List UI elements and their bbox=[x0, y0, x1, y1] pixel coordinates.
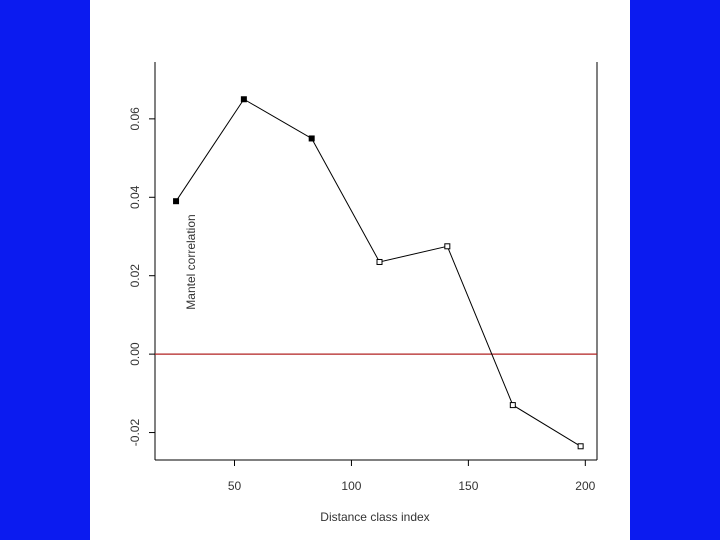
significant-point bbox=[240, 96, 247, 103]
y-tick-label: -0.02 bbox=[128, 419, 142, 447]
y-tick-label: 0.06 bbox=[128, 107, 142, 131]
x-tick-label: 150 bbox=[458, 479, 478, 493]
y-tick-label: 0.00 bbox=[128, 342, 142, 366]
non-significant-point bbox=[577, 443, 584, 450]
significant-point bbox=[173, 198, 180, 205]
y-tick-label: 0.02 bbox=[128, 264, 142, 288]
x-tick-label: 100 bbox=[341, 479, 361, 493]
non-significant-point bbox=[509, 402, 516, 409]
chart-panel: 50 100 150 200 -0.02 0.00 0.02 0.04 0.06 Distanc… bbox=[90, 0, 630, 540]
series-line bbox=[175, 98, 581, 447]
tick-labels-group: 50 100 150 200 -0.02 0.00 0.02 0.04 0.06 bbox=[128, 107, 596, 493]
x-tick-label: 50 bbox=[228, 479, 242, 493]
axes bbox=[149, 62, 598, 466]
x-axis-title: Distance class index bbox=[320, 510, 429, 524]
x-tick-label: 200 bbox=[575, 479, 595, 493]
non-significant-point bbox=[376, 258, 383, 265]
significant-point bbox=[308, 135, 315, 142]
mantel-correlogram: 50 100 150 200 -0.02 0.00 0.02 0.04 0.06 Distanc… bbox=[128, 62, 598, 524]
y-axis-title: Mantel correlation bbox=[184, 214, 198, 309]
non-significant-point bbox=[444, 243, 451, 250]
series-group bbox=[173, 96, 584, 450]
y-tick-label: 0.04 bbox=[128, 185, 142, 209]
